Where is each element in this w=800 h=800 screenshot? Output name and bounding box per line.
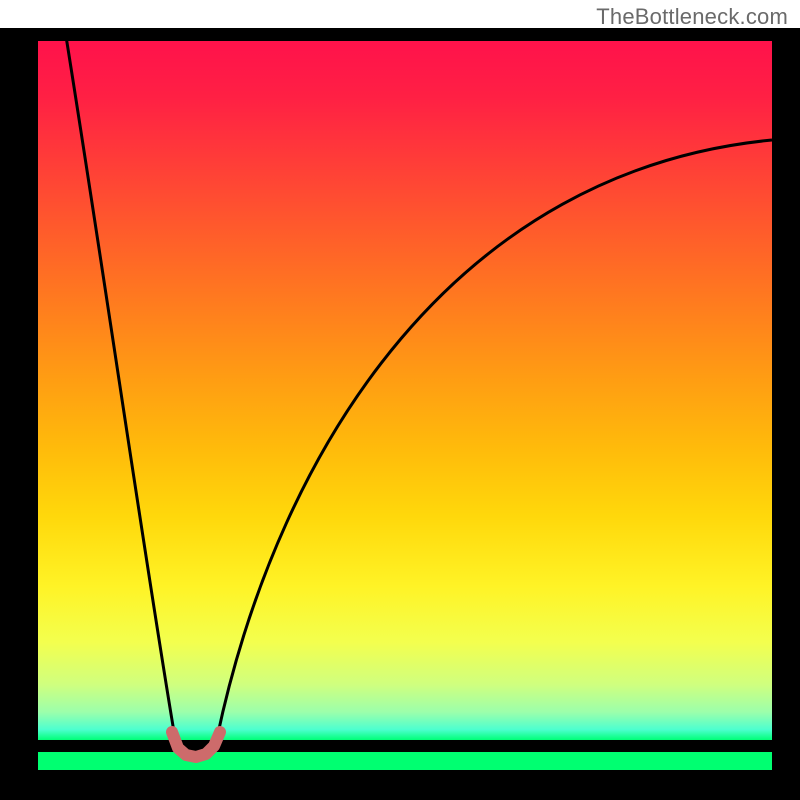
chart-canvas: TheBottleneck.com [0, 0, 800, 800]
curve-right-branch [217, 140, 772, 738]
plot-area [38, 41, 772, 740]
frame-rect [0, 28, 800, 800]
chart-svg [0, 0, 800, 800]
watermark-text: TheBottleneck.com [596, 4, 788, 30]
green-floor-stripe [38, 752, 772, 770]
curve-left-branch [65, 30, 175, 738]
curve-dip-marker [172, 732, 220, 757]
